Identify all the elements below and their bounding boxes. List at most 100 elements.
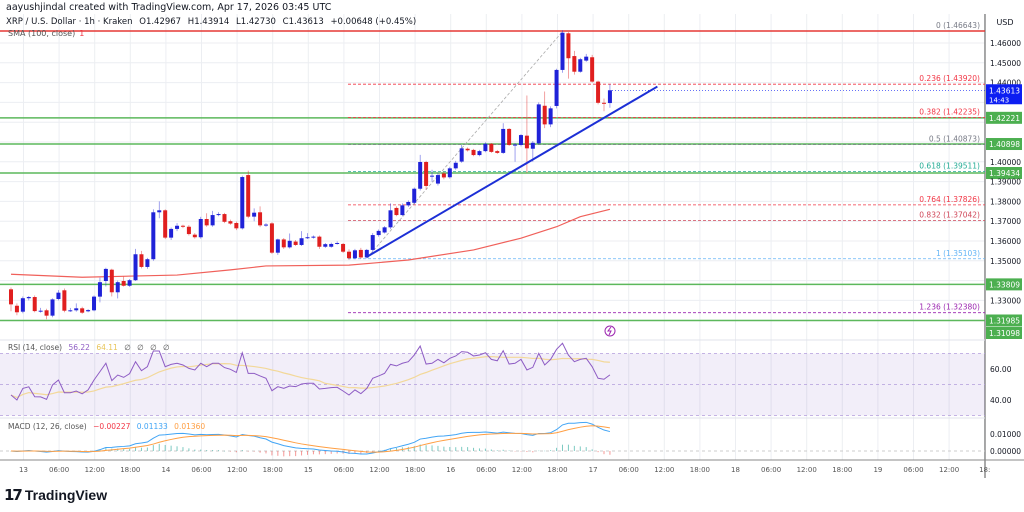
candle[interactable]	[246, 170, 251, 219]
candle[interactable]	[210, 210, 215, 227]
candle[interactable]	[311, 235, 316, 239]
candle[interactable]	[139, 250, 144, 269]
candle[interactable]	[240, 175, 245, 230]
candle[interactable]	[453, 160, 458, 170]
candle[interactable]	[507, 128, 512, 146]
candle[interactable]	[305, 233, 310, 240]
sma-legend[interactable]: SMA (100, close) 1	[8, 29, 84, 38]
macd-legend[interactable]: MACD (12, 26, close) −0.00227 0.01133 0.…	[8, 422, 209, 431]
candle[interactable]	[335, 241, 340, 245]
candle[interactable]	[471, 148, 476, 157]
candle[interactable]	[572, 50, 577, 75]
candle[interactable]	[435, 172, 440, 186]
candle[interactable]	[97, 277, 102, 303]
candle[interactable]	[495, 149, 500, 154]
candle[interactable]	[323, 242, 328, 248]
candle[interactable]	[175, 223, 180, 232]
candle[interactable]	[352, 248, 357, 260]
candle[interactable]	[418, 154, 423, 191]
candle[interactable]	[376, 229, 381, 237]
candle[interactable]	[578, 57, 583, 73]
candle[interactable]	[56, 290, 61, 301]
candle[interactable]	[317, 235, 322, 249]
candle[interactable]	[103, 267, 108, 287]
candle[interactable]	[424, 160, 429, 190]
candle[interactable]	[287, 233, 292, 249]
candle[interactable]	[180, 224, 185, 229]
candle[interactable]	[530, 141, 535, 162]
candle[interactable]	[358, 247, 363, 259]
candle[interactable]	[394, 206, 399, 217]
candle[interactable]	[341, 242, 346, 253]
candle[interactable]	[412, 187, 417, 205]
candle[interactable]	[542, 91, 547, 129]
candle[interactable]	[38, 307, 43, 313]
candle[interactable]	[430, 169, 435, 182]
candle[interactable]	[258, 206, 263, 228]
candle[interactable]	[222, 212, 227, 224]
candle[interactable]	[329, 242, 334, 248]
candle[interactable]	[518, 134, 523, 147]
candle[interactable]	[198, 216, 203, 239]
candle[interactable]	[92, 295, 97, 312]
candle[interactable]	[607, 84, 612, 108]
candle[interactable]	[20, 296, 25, 314]
candle[interactable]	[483, 142, 488, 153]
rsi-legend[interactable]: RSI (14, close) 56.22 64.11 ∅ ∅ ∅ ∅	[8, 343, 174, 352]
candle[interactable]	[524, 95, 529, 173]
candle[interactable]	[299, 231, 304, 246]
candle[interactable]	[115, 280, 120, 299]
candle[interactable]	[133, 248, 138, 281]
candle[interactable]	[169, 227, 174, 241]
candle[interactable]	[513, 142, 518, 162]
candle[interactable]	[109, 268, 114, 297]
candle[interactable]	[163, 209, 168, 240]
candle[interactable]	[62, 288, 67, 313]
candle[interactable]	[192, 233, 197, 239]
candle[interactable]	[157, 201, 162, 219]
tradingview-logo[interactable]: 17 TradingView	[4, 486, 107, 504]
event-flash-icon[interactable]	[604, 325, 616, 337]
candle[interactable]	[596, 80, 601, 105]
candle[interactable]	[441, 171, 446, 180]
candle[interactable]	[14, 303, 19, 316]
candle[interactable]	[228, 219, 233, 225]
candle[interactable]	[465, 147, 470, 152]
candle[interactable]	[459, 144, 464, 163]
candle[interactable]	[447, 166, 452, 179]
candle[interactable]	[275, 238, 280, 255]
currency-label[interactable]: USD	[996, 17, 1014, 27]
candle[interactable]	[477, 149, 482, 157]
candle[interactable]	[263, 223, 268, 227]
candle[interactable]	[50, 298, 55, 318]
candle[interactable]	[548, 106, 553, 128]
candle[interactable]	[26, 296, 31, 301]
candle[interactable]	[204, 213, 209, 227]
candle[interactable]	[74, 303, 79, 312]
candle[interactable]	[32, 295, 37, 313]
candle[interactable]	[566, 32, 571, 79]
candle[interactable]	[370, 233, 375, 253]
candle[interactable]	[382, 226, 387, 234]
candle[interactable]	[400, 203, 405, 217]
candle[interactable]	[86, 309, 91, 313]
candle[interactable]	[388, 203, 393, 230]
candle[interactable]	[584, 53, 589, 62]
candle[interactable]	[489, 142, 494, 153]
candle[interactable]	[536, 102, 541, 145]
candle[interactable]	[151, 209, 156, 261]
candle[interactable]	[44, 308, 49, 320]
candle[interactable]	[602, 98, 606, 112]
candle[interactable]	[234, 221, 239, 231]
candle[interactable]	[281, 238, 286, 249]
candle[interactable]	[9, 287, 13, 312]
candle[interactable]	[216, 212, 221, 217]
candle[interactable]	[80, 306, 85, 314]
candle[interactable]	[145, 257, 150, 269]
candle[interactable]	[560, 30, 565, 73]
candle[interactable]	[269, 222, 274, 254]
candle[interactable]	[590, 54, 595, 83]
candle[interactable]	[68, 307, 73, 312]
trendline[interactable]	[366, 85, 658, 258]
candle[interactable]	[347, 249, 352, 260]
